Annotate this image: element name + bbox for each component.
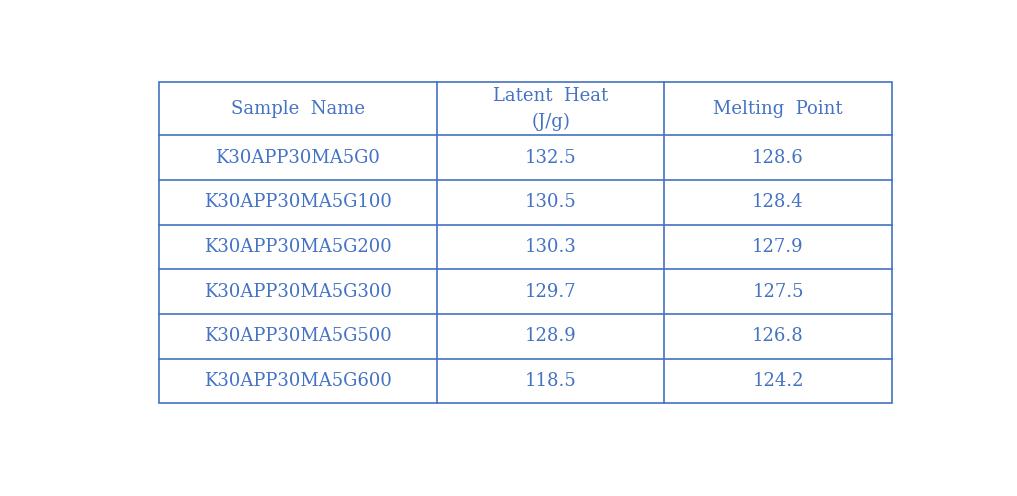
Text: Latent  Heat
(J/g): Latent Heat (J/g) (493, 87, 608, 130)
Text: 128.6: 128.6 (753, 149, 803, 167)
Text: 129.7: 129.7 (525, 283, 577, 301)
Text: K30APP30MA5G500: K30APP30MA5G500 (204, 327, 392, 345)
Text: 126.8: 126.8 (753, 327, 803, 345)
Text: K30APP30MA5G600: K30APP30MA5G600 (204, 372, 392, 390)
Text: 124.2: 124.2 (753, 372, 803, 390)
Text: K30APP30MA5G300: K30APP30MA5G300 (204, 283, 392, 301)
Text: K30APP30MA5G200: K30APP30MA5G200 (204, 238, 392, 256)
Text: 128.9: 128.9 (525, 327, 577, 345)
Text: 128.4: 128.4 (753, 193, 803, 211)
Text: K30APP30MA5G100: K30APP30MA5G100 (204, 193, 392, 211)
Text: 127.5: 127.5 (753, 283, 803, 301)
Text: 130.3: 130.3 (525, 238, 577, 256)
Text: 130.5: 130.5 (525, 193, 577, 211)
Text: Sample  Name: Sample Name (231, 100, 365, 118)
Text: K30APP30MA5G0: K30APP30MA5G0 (216, 149, 380, 167)
Text: 132.5: 132.5 (525, 149, 577, 167)
Text: Melting  Point: Melting Point (713, 100, 843, 118)
Text: 118.5: 118.5 (525, 372, 577, 390)
Bar (159, 82, 892, 403)
Text: 127.9: 127.9 (753, 238, 803, 256)
